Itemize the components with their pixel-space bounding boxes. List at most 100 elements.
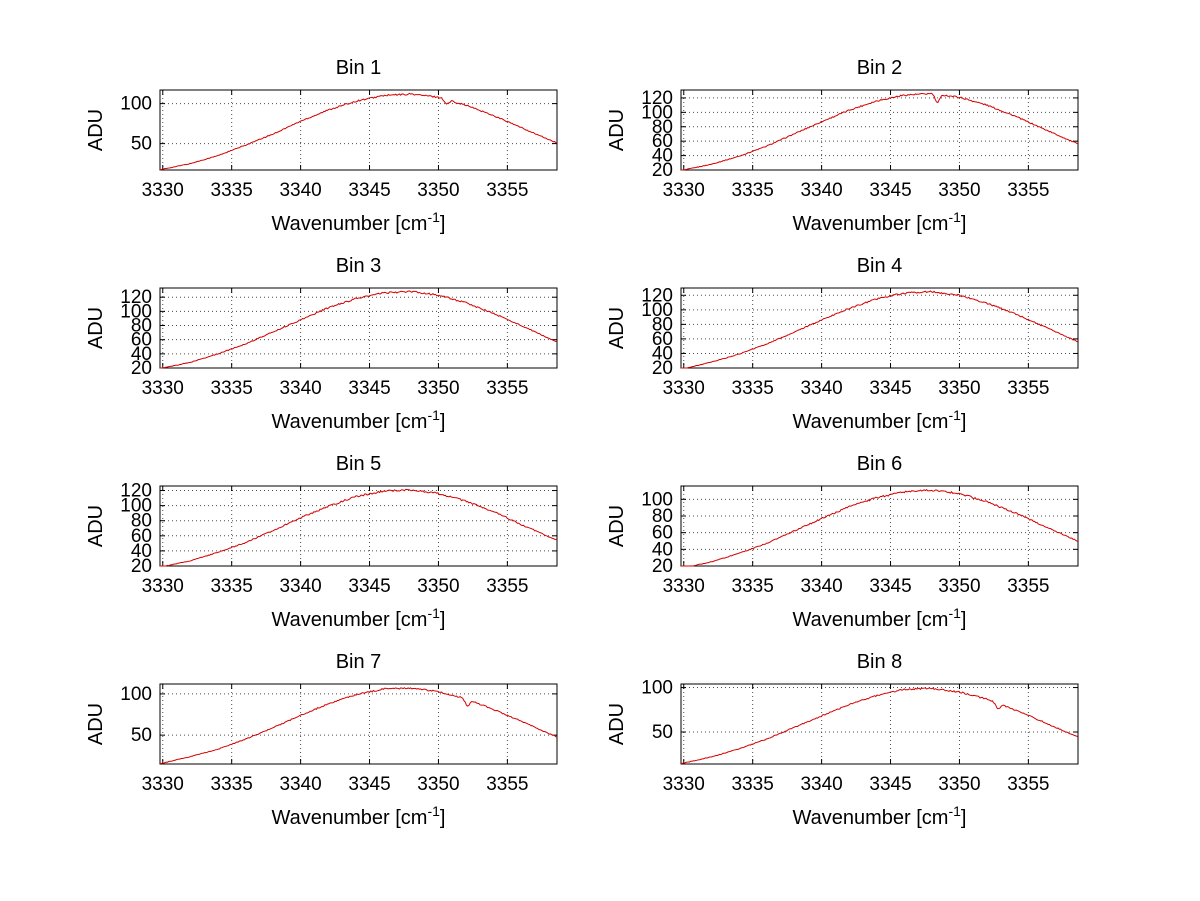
axes-box xyxy=(159,683,558,765)
spectrum-line xyxy=(680,687,1079,765)
y-tick-label: 60 xyxy=(131,526,152,547)
axes-box xyxy=(159,485,558,567)
x-tick-label: 3350 xyxy=(417,180,459,201)
x-axis-label: Wavenumber [cm-1] xyxy=(793,407,967,433)
x-tick-label: 3345 xyxy=(348,180,390,201)
axes-box xyxy=(680,485,1079,567)
x-tick-label: 3355 xyxy=(486,774,528,795)
y-tick-label: 50 xyxy=(652,722,673,743)
y-tick-label: 20 xyxy=(652,556,673,577)
y-tick-label: 120 xyxy=(641,88,673,109)
x-tick-label: 3350 xyxy=(417,378,459,399)
x-tick-label: 3350 xyxy=(938,378,980,399)
y-tick-label: 20 xyxy=(652,358,673,379)
x-tick-label: 3350 xyxy=(938,774,980,795)
y-tick-label: 50 xyxy=(131,725,152,746)
x-tick-label: 3345 xyxy=(869,180,911,201)
x-tick-label: 3350 xyxy=(938,180,980,201)
x-axis-label: Wavenumber [cm-1] xyxy=(272,407,446,433)
x-tick-label: 3355 xyxy=(1007,774,1049,795)
spectrum-line xyxy=(681,92,1079,171)
y-axis-label: ADU xyxy=(606,505,628,547)
x-axis-label: Wavenumber [cm-1] xyxy=(793,209,967,235)
y-axis-label: ADU xyxy=(606,703,628,745)
x-tick-label: 3345 xyxy=(348,774,390,795)
y-tick-label: 80 xyxy=(131,511,152,532)
spectrum-line xyxy=(681,489,1079,567)
x-tick-label: 3340 xyxy=(800,774,842,795)
x-tick-label: 3355 xyxy=(1007,180,1049,201)
y-axis-label: ADU xyxy=(606,307,628,349)
chart-title: Bin 7 xyxy=(336,651,382,673)
x-tick-label: 3355 xyxy=(1007,576,1049,597)
subplot-bin-8: Bin 8 3330 3335 3340 3345 3350 3355 50 100 ADU Wav… xyxy=(606,651,1079,829)
x-axis-label: Wavenumber [cm-1] xyxy=(272,605,446,631)
x-tick-label: 3330 xyxy=(142,576,184,597)
y-tick-label: 120 xyxy=(120,287,152,308)
x-tick-label: 3340 xyxy=(279,378,321,399)
subplot-bin-2: Bin 2 3330 3335 3340 3345 3350 3355 20406080100… xyxy=(606,57,1079,235)
y-tick-label: 60 xyxy=(131,330,152,351)
y-tick-label: 50 xyxy=(131,134,152,155)
chart-title: Bin 6 xyxy=(857,453,903,475)
subplot-bin-5: Bin 5 3330 3335 3340 3345 3350 3355 20406080100… xyxy=(85,453,558,631)
x-tick-label: 3335 xyxy=(211,774,253,795)
y-tick-label: 100 xyxy=(641,678,673,699)
y-tick-label: 100 xyxy=(120,684,152,705)
y-axis-label: ADU xyxy=(606,109,628,151)
y-axis-label: ADU xyxy=(85,307,107,349)
subplot-bin-3: Bin 3 3330 3335 3340 3345 3350 3355 20406080100… xyxy=(85,255,558,433)
axes-box xyxy=(680,89,1079,171)
x-tick-label: 3340 xyxy=(800,378,842,399)
y-tick-label: 20 xyxy=(131,358,152,379)
x-tick-label: 3355 xyxy=(1007,378,1049,399)
y-tick-label: 40 xyxy=(652,146,673,167)
x-tick-label: 3330 xyxy=(663,180,705,201)
x-tick-label: 3335 xyxy=(211,378,253,399)
chart-title: Bin 2 xyxy=(857,57,903,79)
x-tick-label: 3350 xyxy=(417,774,459,795)
x-tick-label: 3335 xyxy=(732,774,774,795)
x-tick-label: 3355 xyxy=(486,576,528,597)
y-tick-label: 80 xyxy=(652,314,673,335)
chart-title: Bin 5 xyxy=(336,453,382,475)
x-tick-label: 3345 xyxy=(869,378,911,399)
subplot-bin-7: Bin 7 3330 3335 3340 3345 3350 3355 50 100 ADU Wav… xyxy=(85,651,558,829)
axes-box xyxy=(159,287,558,369)
y-axis-label: ADU xyxy=(85,109,107,151)
y-tick-label: 60 xyxy=(652,131,673,152)
y-tick-label: 120 xyxy=(641,285,673,306)
y-tick-label: 20 xyxy=(131,556,152,577)
y-tick-label: 100 xyxy=(120,496,152,517)
x-axis-label: Wavenumber [cm-1] xyxy=(272,209,446,235)
x-tick-label: 3350 xyxy=(938,576,980,597)
y-tick-label: 40 xyxy=(652,539,673,560)
y-axis-label: ADU xyxy=(85,703,107,745)
y-tick-label: 100 xyxy=(120,301,152,322)
y-tick-label: 100 xyxy=(641,489,673,510)
x-tick-label: 3330 xyxy=(142,180,184,201)
x-tick-label: 3330 xyxy=(142,378,184,399)
y-tick-label: 60 xyxy=(652,523,673,544)
y-tick-label: 20 xyxy=(652,160,673,181)
x-tick-label: 3330 xyxy=(663,378,705,399)
x-axis-label: Wavenumber [cm-1] xyxy=(272,803,446,829)
spectrum-line xyxy=(159,687,558,765)
y-tick-label: 80 xyxy=(652,117,673,138)
y-tick-label: 60 xyxy=(652,329,673,350)
x-tick-label: 3335 xyxy=(732,180,774,201)
subplot-bin-1: Bin 1 3330 3335 3340 3345 3350 3355 50 100 ADU Wav… xyxy=(85,57,558,235)
x-tick-label: 3345 xyxy=(869,576,911,597)
axes-box xyxy=(159,89,558,171)
axes-box xyxy=(680,287,1079,369)
y-tick-label: 100 xyxy=(641,102,673,123)
x-tick-label: 3335 xyxy=(732,576,774,597)
x-tick-label: 3330 xyxy=(142,774,184,795)
x-tick-label: 3330 xyxy=(663,576,705,597)
x-tick-label: 3340 xyxy=(800,180,842,201)
spectrum-line xyxy=(681,290,1079,369)
axes-box xyxy=(680,683,1079,765)
spectrum-line xyxy=(160,488,558,567)
x-tick-label: 3340 xyxy=(279,576,321,597)
